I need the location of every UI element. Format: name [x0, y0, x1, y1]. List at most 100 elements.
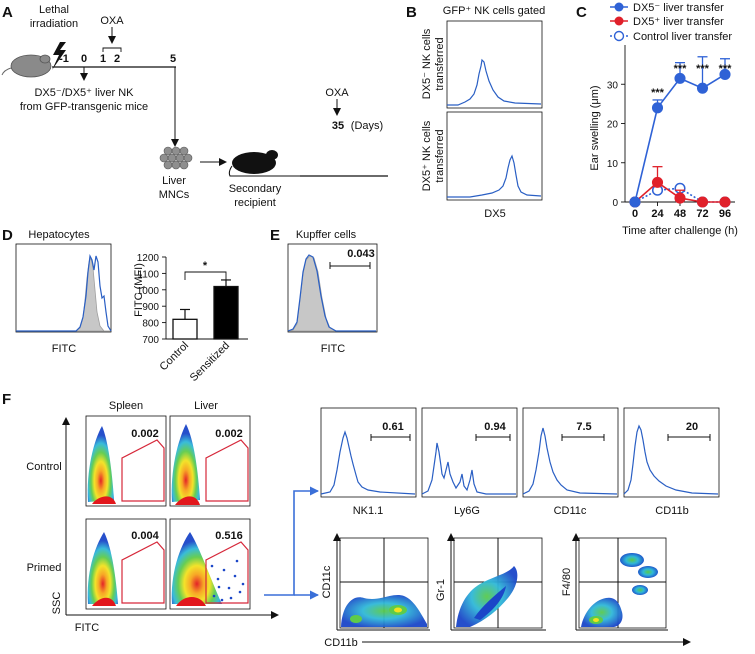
transfer-line2: from GFP-transgenic mice: [20, 101, 148, 113]
chart-c-legend: DX5⁻ liver transfer DX5⁺ liver transfer …: [610, 2, 732, 43]
row2-line2: transferred: [434, 129, 446, 182]
col-spleen: Spleen: [109, 400, 143, 412]
hepatocytes-sensitized-line: [16, 253, 112, 332]
x-tick-label: 24: [651, 208, 664, 220]
dotplot-liver-primed: 0.516: [169, 518, 251, 610]
gate-liver-primed: 0.516: [215, 530, 243, 542]
histogram-cd11b: 20 CD11b: [623, 407, 720, 517]
x-tick-label: 96: [719, 208, 731, 220]
dot1-ylabel: CD11c: [321, 565, 333, 598]
transfer-line1: DX5⁻/DX5⁺ liver NK: [34, 87, 134, 99]
kupffer-sensitized-line: [287, 254, 376, 332]
tp-35: 35: [332, 120, 344, 132]
ly6g-value: 0.94: [484, 421, 506, 433]
gate-liver-control: 0.002: [215, 428, 243, 440]
dotplot-spleen-primed: 0.004: [85, 518, 167, 610]
dot2-ylabel: Gr-1: [435, 579, 447, 601]
data-point: [696, 82, 709, 94]
oxa-end-label: OXA: [325, 87, 349, 99]
significance-stars: ***: [674, 63, 688, 75]
y-tick-label: 0: [612, 198, 618, 209]
legend-marker-control: [613, 30, 625, 42]
row-primed: Primed: [27, 562, 62, 574]
panel-f-label: F: [2, 391, 11, 408]
col-liver: Liver: [194, 400, 218, 412]
panel-e: E Kupffer cells 0.043 FITC: [270, 227, 378, 355]
y-tick-label: 700: [142, 335, 159, 346]
legend-dx5neg: DX5⁻ liver transfer: [633, 2, 724, 14]
secondary-mouse-icon: [228, 150, 300, 177]
data-point: [629, 196, 641, 208]
irradiation-text: irradiation: [30, 18, 78, 30]
legend-marker-dx5neg: [614, 2, 624, 12]
data-point: [719, 196, 731, 208]
cd11b-value: 20: [686, 421, 698, 433]
data-point: [719, 68, 731, 80]
lightning-icon: [52, 42, 66, 70]
oxa-top-label: OXA: [100, 15, 124, 27]
legend-control: Control liver transfer: [633, 31, 732, 43]
significance-stars: ***: [696, 63, 710, 75]
panel-c-label: C: [576, 4, 587, 21]
bar: [172, 318, 198, 340]
gate-spleen-primed: 0.004: [131, 530, 159, 542]
gate-spleen-control: 0.002: [131, 428, 159, 440]
significance-stars: ***: [719, 63, 733, 75]
mouse-icon: [1, 54, 52, 78]
histogram-box-top: [446, 20, 543, 109]
liver-mncs-line2: MNCs: [159, 189, 190, 201]
y-tick-label: 10: [607, 159, 619, 170]
days-unit: (Days): [351, 120, 383, 132]
tp-2: 2: [114, 53, 120, 65]
connector-arrow-histograms: [264, 486, 319, 596]
kupffer-gate-value: 0.043: [347, 248, 375, 260]
panel-d: D Hepatocytes FITC 700 800 900 1000 1100 1200…: [2, 227, 248, 384]
data-point: [651, 102, 664, 114]
tp-neg1: -1: [59, 53, 69, 65]
hepatocytes-xlabel: FITC: [52, 343, 76, 355]
y-tick-label: 1100: [137, 269, 159, 280]
x-tick-label: 0: [632, 208, 638, 220]
nk11-value: 0.61: [382, 421, 403, 433]
panel-b: B GFP⁺ NK cells gated DX5⁻ NK cells tran…: [406, 4, 545, 220]
panel-b-label: B: [406, 4, 417, 21]
y-tick-label: 1200: [137, 253, 160, 264]
cd11c-label: CD11c: [554, 505, 587, 517]
chart-c-xlabel: Time after challenge (h): [622, 225, 738, 237]
row-control: Control: [26, 461, 61, 473]
legend-dx5pos: DX5⁺ liver transfer: [633, 16, 724, 28]
chart-d-significance: *: [203, 260, 208, 272]
ear-swelling-chart: 0 10 20 30 0 24 48 72 96 *** *** *** ***: [607, 45, 735, 220]
histogram-nk11: 0.61 NK1.1: [320, 407, 417, 517]
hepatocytes-histogram-box: [15, 243, 112, 333]
histogram-box-bottom: [446, 111, 543, 201]
panel-b-xlabel: DX5: [484, 208, 505, 220]
row1-line1: DX5⁻ NK cells: [421, 28, 433, 99]
dot3-ylabel: F4/80: [561, 568, 573, 596]
hepatocytes-title: Hepatocytes: [28, 229, 90, 241]
kupffer-xlabel: FITC: [321, 343, 345, 355]
panel-a-label: A: [2, 4, 13, 21]
kupffer-title: Kupffer cells: [296, 229, 357, 241]
y-tick-label: 20: [607, 120, 619, 131]
dotplot-spleen-control: 0.002: [85, 415, 167, 507]
bar: [213, 285, 239, 340]
chart-c-ylabel: Ear swelling (μm): [589, 85, 601, 170]
cells-icon: [159, 146, 193, 170]
legend-marker-dx5pos: [614, 16, 624, 26]
dx5-histogram-top: [447, 58, 542, 106]
histogram-ly6g: 0.94 Ly6G: [421, 407, 518, 517]
kupffer-control-fill: [287, 255, 337, 332]
dot-x-label: CD11b: [324, 637, 357, 649]
panel-c: C DX5⁻ liver transfer DX5⁺ liver transfe…: [576, 2, 738, 237]
panel-a: A Lethal irradiation OXA -1 0 1 2 5 DX5⁻…: [1, 4, 388, 209]
hepatocytes-control-fill: [16, 256, 111, 332]
nk11-label: NK1.1: [353, 505, 384, 517]
ly6g-label: Ly6G: [454, 505, 480, 517]
dx5-histogram-bottom: [447, 154, 542, 198]
data-point: [651, 176, 664, 188]
panel-e-label: E: [270, 227, 280, 244]
y-tick-label: 800: [142, 319, 159, 330]
row1-line2: transferred: [434, 37, 446, 90]
